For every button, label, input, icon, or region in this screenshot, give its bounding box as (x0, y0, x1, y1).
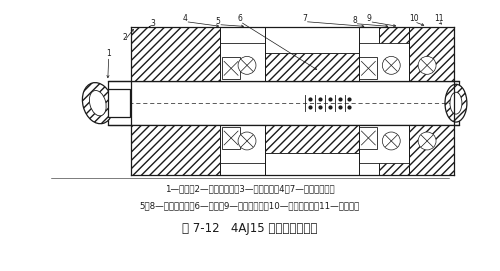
Circle shape (382, 56, 400, 74)
Bar (108, 89, 130, 117)
Bar (222, 127, 240, 149)
Bar (360, 125, 409, 163)
Bar (265, 53, 360, 81)
Ellipse shape (450, 92, 462, 114)
Text: 5: 5 (216, 17, 220, 26)
Ellipse shape (445, 84, 467, 122)
Text: 2: 2 (122, 33, 127, 42)
Bar (409, 125, 454, 175)
Bar (265, 27, 360, 53)
Text: 3: 3 (150, 19, 155, 28)
Ellipse shape (90, 91, 106, 116)
Bar (360, 57, 378, 79)
Bar (380, 125, 409, 175)
Text: 1—曲轴；2—内盖固定环；3—回油挡板；4、7—活动摩擦环；: 1—曲轴；2—内盖固定环；3—回油挡板；4、7—活动摩擦环； (165, 184, 335, 193)
Text: 6: 6 (238, 14, 242, 23)
Text: 图 7-12   4AJ15 型轴封器结构图: 图 7-12 4AJ15 型轴封器结构图 (182, 222, 318, 235)
Circle shape (418, 56, 436, 74)
Bar (220, 43, 265, 81)
Circle shape (238, 132, 256, 150)
Text: 1: 1 (106, 49, 111, 58)
Bar (130, 27, 220, 81)
Text: 4: 4 (183, 14, 188, 23)
Circle shape (382, 132, 400, 150)
Circle shape (418, 132, 436, 150)
Bar (360, 43, 409, 81)
Text: 7: 7 (302, 14, 307, 23)
Bar (130, 125, 220, 175)
Circle shape (238, 56, 256, 74)
Bar (108, 81, 459, 125)
Text: 5、8—转动橡胶圈；6—弹簧；9—外盖固定环；10—固定橡胶圈；11—轴封外盖: 5、8—转动橡胶圈；6—弹簧；9—外盖固定环；10—固定橡胶圈；11—轴封外盖 (140, 201, 360, 210)
Text: 9: 9 (367, 14, 372, 23)
Bar (265, 125, 360, 153)
Text: 8: 8 (352, 16, 357, 25)
Ellipse shape (82, 83, 113, 124)
Text: 11: 11 (434, 14, 444, 23)
Text: 10: 10 (410, 14, 419, 23)
Bar (265, 153, 360, 175)
Bar (380, 27, 409, 81)
Bar (220, 125, 265, 163)
Bar (360, 127, 378, 149)
Bar (409, 27, 454, 81)
Bar (222, 57, 240, 79)
